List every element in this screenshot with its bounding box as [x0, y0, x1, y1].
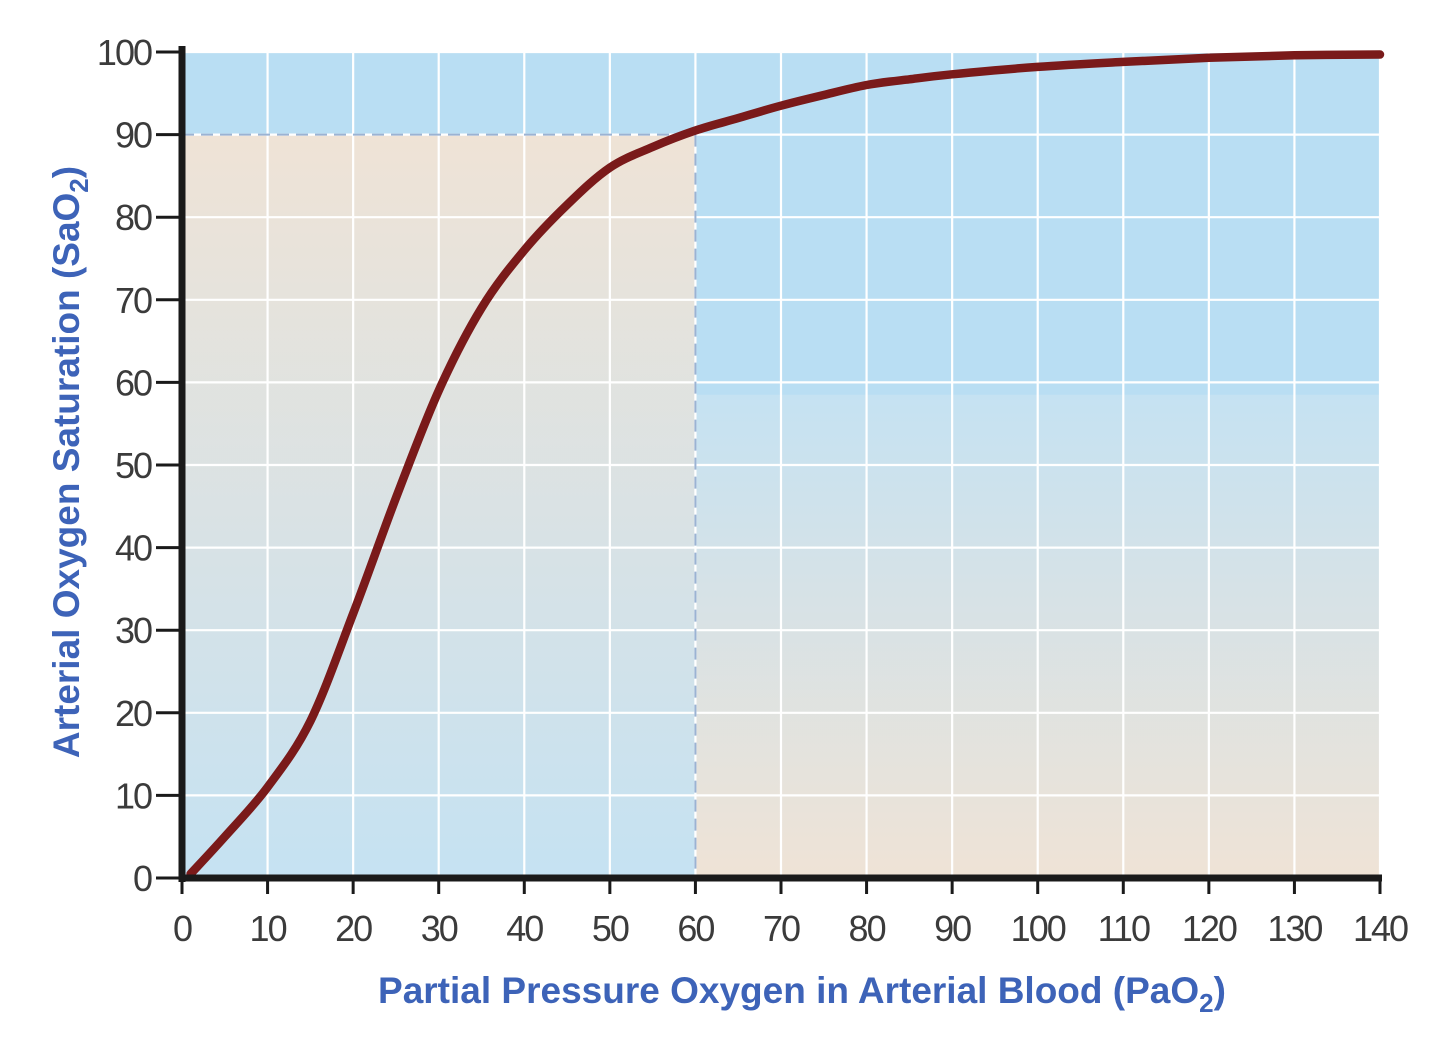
x-axis-title-suffix: )	[1214, 970, 1226, 1011]
x-tick-label: 80	[849, 908, 886, 949]
y-tick-label: 10	[115, 775, 152, 816]
x-tick-label: 40	[506, 908, 543, 949]
y-axis-title-suffix: )	[46, 166, 87, 178]
y-tick-label: 70	[115, 280, 152, 321]
y-axis-title: Arterial Oxygen Saturation (SaO2)	[46, 166, 94, 758]
data-series	[186, 50, 1385, 879]
y-axis-title-prefix: Arterial Oxygen Saturation (SaO	[46, 193, 87, 758]
x-axis-ticks: 0 10 20 30 40 50 60 70 80 90 100 110 120 130 140	[173, 878, 1410, 949]
x-axis-title-subscript: 2	[1199, 988, 1213, 1018]
x-tick-label: 10	[250, 908, 287, 949]
y-axis-ticks: 0 10 20 30 40 50 60 70 80 90 100	[97, 32, 182, 899]
y-tick-label: 80	[115, 197, 152, 238]
x-axis-title-prefix: Partial Pressure Oxygen in Arterial Bloo…	[378, 970, 1199, 1011]
series-line-oxygen-saturation	[186, 50, 1385, 879]
x-tick-label: 70	[763, 908, 800, 949]
x-tick-label: 130	[1267, 908, 1322, 949]
x-tick-label: 30	[421, 908, 458, 949]
x-tick-label: 50	[592, 908, 629, 949]
y-tick-label: 60	[115, 362, 152, 403]
x-tick-label: 0	[173, 908, 192, 949]
y-tick-label: 90	[115, 115, 152, 156]
x-tick-label: 20	[335, 908, 372, 949]
y-tick-label: 40	[115, 528, 152, 569]
y-axis-title-subscript: 2	[64, 178, 94, 192]
x-tick-label: 110	[1098, 908, 1150, 949]
x-tick-label: 60	[677, 908, 714, 949]
y-tick-label: 20	[115, 693, 152, 734]
y-tick-label: 30	[115, 610, 152, 651]
y-tick-label: 50	[115, 445, 152, 486]
x-tick-label: 120	[1182, 908, 1237, 949]
x-axis-title: Partial Pressure Oxygen in Arterial Bloo…	[378, 970, 1226, 1018]
y-tick-label: 0	[133, 858, 152, 899]
x-tick-label: 140	[1353, 908, 1408, 949]
reference-lines	[182, 133, 697, 878]
x-tick-label: 100	[1011, 908, 1066, 949]
x-tick-label: 90	[934, 908, 971, 949]
grid-lines	[182, 50, 1382, 878]
y-tick-label: 100	[97, 32, 152, 73]
